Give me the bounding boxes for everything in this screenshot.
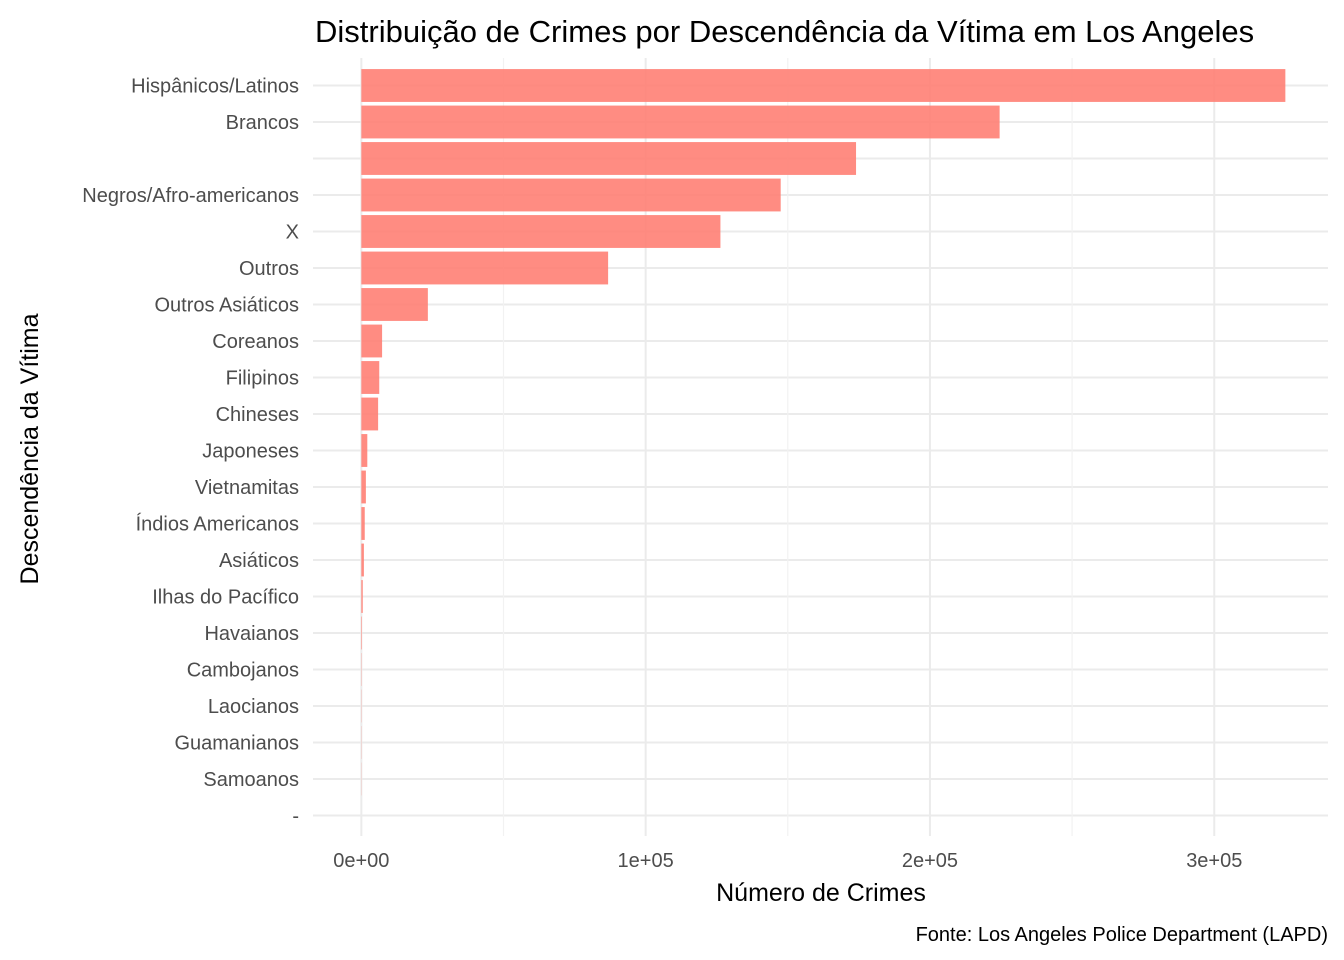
bar xyxy=(361,543,364,577)
y-tick-label: Cambojanos xyxy=(187,660,299,682)
x-axis-title: Número de Crimes xyxy=(716,879,926,907)
y-tick-label: Outros xyxy=(239,258,299,280)
x-tick-label: 0e+00 xyxy=(333,850,389,872)
bar xyxy=(361,616,362,650)
bar xyxy=(361,288,428,321)
y-tick-label: Brancos xyxy=(226,112,299,134)
bar xyxy=(361,142,857,175)
y-tick-label: Guamanianos xyxy=(174,733,299,755)
x-tick-label: 3e+05 xyxy=(1186,850,1242,872)
y-tick-label: Samoanos xyxy=(203,769,299,791)
bar xyxy=(361,470,366,504)
bar xyxy=(361,507,365,540)
bars xyxy=(361,69,1286,832)
bar xyxy=(361,324,383,358)
x-tick-labels: 0e+00 1e+05 2e+05 3e+05 xyxy=(333,850,1242,872)
bar xyxy=(361,215,721,248)
y-tick-label: Japoneses xyxy=(202,441,299,463)
y-tick-label: Outros Asiáticos xyxy=(154,295,299,317)
y-tick-label: X xyxy=(286,222,299,244)
y-tick-label: - xyxy=(292,806,299,828)
x-tick-label: 1e+05 xyxy=(618,850,674,872)
x-tick-label: 2e+05 xyxy=(902,850,958,872)
bar xyxy=(361,69,1286,102)
y-tick-label: Filipinos xyxy=(226,368,299,390)
y-tick-label: Ilhas do Pacífico xyxy=(152,587,299,609)
bar xyxy=(361,251,609,285)
y-tick-label: Hispânicos/Latinos xyxy=(131,76,299,98)
bar xyxy=(361,178,781,212)
bar xyxy=(361,580,363,613)
y-tick-label: Vietnamitas xyxy=(195,477,299,499)
bar xyxy=(361,361,380,394)
bar xyxy=(361,397,379,431)
bar xyxy=(361,105,1000,139)
y-tick-label: Coreanos xyxy=(212,331,299,353)
y-tick-label: Asiáticos xyxy=(219,550,299,572)
y-tick-label: Laocianos xyxy=(208,696,299,718)
y-tick-label: Havaianos xyxy=(204,623,299,645)
chart-title: Distribuição de Crimes por Descendência … xyxy=(315,14,1254,49)
y-tick-label: Negros/Afro-americanos xyxy=(82,185,299,207)
y-tick-labels: Hispânicos/Latinos Brancos Negros/Afro-ame… xyxy=(82,76,299,828)
y-tick-label: Índios Americanos xyxy=(136,513,299,536)
y-tick-label: Chineses xyxy=(216,404,299,426)
bar xyxy=(361,434,368,467)
chart-caption: Fonte: Los Angeles Police Department (LA… xyxy=(916,924,1328,946)
y-axis-title: Descendência da Vítima xyxy=(16,313,44,584)
